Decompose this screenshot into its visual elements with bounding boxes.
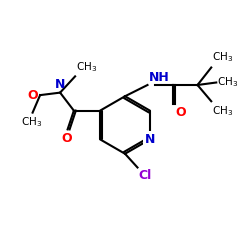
Text: NH: NH [149,71,170,84]
Text: CH$_3$: CH$_3$ [76,60,98,74]
Text: N: N [145,133,155,146]
Text: CH$_3$: CH$_3$ [212,51,233,64]
Text: CH$_3$: CH$_3$ [212,104,233,118]
Text: Cl: Cl [139,169,152,182]
Text: CH$_3$: CH$_3$ [21,115,42,129]
Text: O: O [176,106,186,119]
Text: O: O [28,89,38,102]
Text: O: O [61,132,72,145]
Text: CH$_3$: CH$_3$ [217,76,238,90]
Text: N: N [55,78,65,90]
